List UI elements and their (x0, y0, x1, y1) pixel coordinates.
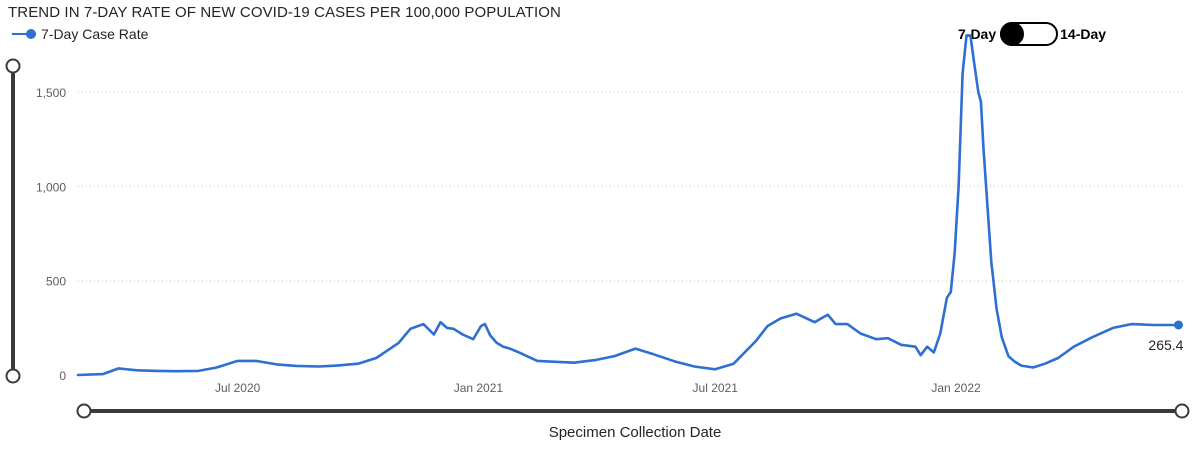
y-tick-label: 1,000 (36, 180, 66, 194)
y-slider-top-handle[interactable] (5, 58, 21, 74)
y-tick-label: 500 (46, 275, 66, 289)
toggle-knob (1000, 22, 1025, 46)
x-tick-label: Jan 2021 (454, 381, 504, 395)
legend: 7-Day Case Rate (12, 26, 148, 42)
last-point-marker (1173, 320, 1183, 330)
x-slider-right-handle[interactable] (1174, 403, 1190, 419)
grid-lines (78, 91, 1185, 282)
series-line-7-day-case-rate (76, 34, 1180, 377)
legend-series-label: 7-Day Case Rate (41, 26, 149, 42)
y-tick-label: 1,500 (36, 86, 66, 100)
y-tick-label: 0 (59, 369, 66, 383)
x-axis-labels: Jul 2020 Jan 2021 Jul 2021 Jan 2022 (215, 381, 981, 395)
x-slider-left-handle[interactable] (76, 403, 92, 419)
legend-series-marker (12, 28, 38, 40)
last-value-label: 265.4 (1148, 337, 1183, 353)
y-axis-labels: 0 500 1,000 1,500 (36, 86, 66, 383)
y-slider-bottom-handle[interactable] (5, 368, 21, 384)
x-tick-label: Jul 2020 (215, 381, 261, 395)
x-tick-label: Jan 2022 (931, 381, 981, 395)
toggle-label-14-day[interactable]: 14-Day (1060, 26, 1107, 42)
x-tick-label: Jul 2021 (693, 381, 739, 395)
chart-title: TREND IN 7-DAY RATE OF NEW COVID-19 CASE… (8, 4, 561, 21)
x-axis-title: Specimen Collection Date (548, 424, 722, 441)
period-toggle-switch[interactable] (1000, 22, 1059, 46)
